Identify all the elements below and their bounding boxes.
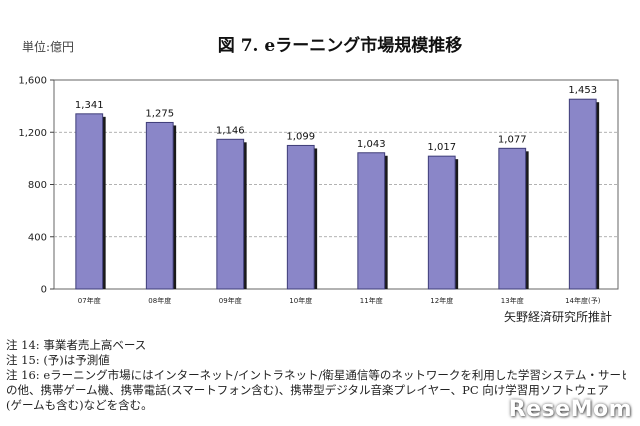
y-tick-label: 1,200 <box>18 128 47 139</box>
y-tick-label: 800 <box>28 180 47 191</box>
bars <box>75 98 600 290</box>
note-line: 注 16: eラーニング市場にはインターネット/イントラネット/衛星通信等のネッ… <box>6 368 626 382</box>
bar <box>568 98 597 290</box>
x-axis: 07年度 08年度 09年度 10年度 11年度 12年度 13年度 14年度(予) <box>78 296 601 305</box>
bar <box>216 138 245 290</box>
x-tick-label: 14年度(予) <box>565 296 601 305</box>
value-label: 1,146 <box>216 125 245 136</box>
note-line: 注 14: 事業者売上高ベース <box>6 338 147 352</box>
chart-title: 図 7. eラーニング市場規模推移 <box>217 36 463 56</box>
notes: 注 14: 事業者売上高ベース 注 15: (予)は予測値 注 16: eラーニ… <box>6 338 626 413</box>
note-line: 注 15: (予)は予測値 <box>6 353 110 367</box>
bar <box>145 121 174 290</box>
x-tick-label: 07年度 <box>78 296 101 305</box>
value-label: 1,453 <box>568 85 597 96</box>
bar <box>498 147 527 290</box>
value-label: 1,099 <box>286 131 315 142</box>
value-label: 1,341 <box>75 100 104 111</box>
bar <box>75 113 104 290</box>
bar <box>286 144 315 290</box>
unit-label: 単位:億円 <box>22 40 75 54</box>
note-line: (ゲームも含む)などを含む。 <box>6 398 153 412</box>
bar <box>427 155 456 290</box>
x-tick-label: 10年度 <box>289 296 312 305</box>
x-tick-label: 13年度 <box>501 296 524 305</box>
note-line: の他、携帯ゲーム機、携帯電話(スマートフォン含む)、携帯型デジタル音楽プレイヤー… <box>6 383 609 397</box>
bar <box>357 152 386 290</box>
x-tick-label: 08年度 <box>148 296 171 305</box>
x-tick-label: 09年度 <box>219 296 242 305</box>
x-tick-label: 12年度 <box>430 296 453 305</box>
value-labels: 1,341 1,275 1,146 1,099 1,043 1,017 1,077 1,453 <box>75 85 597 153</box>
y-tick-label: 0 <box>41 285 47 296</box>
value-label: 1,017 <box>427 142 456 153</box>
value-label: 1,077 <box>498 134 527 145</box>
source-label: 矢野経済研究所推計 <box>503 310 612 324</box>
x-tick-label: 11年度 <box>360 296 383 305</box>
y-axis: 0 400 800 1,200 1,600 <box>18 76 54 296</box>
value-label: 1,275 <box>145 108 174 119</box>
resemom-watermark: ReseMom <box>508 397 632 422</box>
value-label: 1,043 <box>357 139 386 150</box>
y-tick-label: 400 <box>28 232 47 243</box>
y-tick-label: 1,600 <box>18 76 47 87</box>
